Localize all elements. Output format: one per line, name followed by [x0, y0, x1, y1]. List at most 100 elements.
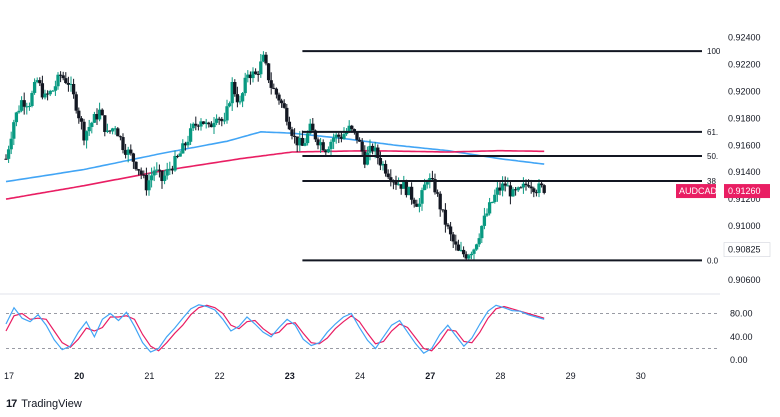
- candle-body: [350, 125, 354, 130]
- candle-body: [524, 183, 528, 186]
- candle-body: [12, 122, 16, 139]
- candle-body: [542, 185, 546, 193]
- candle-body: [38, 80, 42, 84]
- candle-body: [487, 202, 492, 214]
- candle-body: [370, 145, 375, 152]
- stoch-k-line: [5, 304, 545, 354]
- price-tick-label: 0.91000: [728, 221, 761, 231]
- candle-body: [498, 187, 502, 191]
- candle-body: [87, 126, 91, 132]
- candle-body: [113, 128, 117, 130]
- candle-body: [451, 234, 455, 242]
- candle-body: [337, 134, 341, 137]
- fib-level-label: 100: [707, 47, 721, 56]
- candle-body: [84, 131, 89, 141]
- last-price-badge: [724, 184, 770, 199]
- stoch-tick-label: 0.00: [730, 355, 748, 365]
- candle-body: [173, 155, 177, 171]
- candle-body: [201, 121, 206, 125]
- candle-body: [506, 185, 510, 187]
- candle-body: [71, 83, 76, 95]
- candle-body: [27, 105, 32, 107]
- candle-body: [129, 149, 133, 154]
- candle-body: [415, 203, 419, 207]
- candle-body: [485, 213, 489, 216]
- symbol-label: AUDCAD: [679, 186, 718, 196]
- candle-body: [238, 101, 242, 103]
- candle-body: [365, 152, 370, 165]
- candle-body: [459, 249, 463, 251]
- candle-body: [272, 87, 276, 89]
- candle-body: [308, 123, 312, 134]
- candle-body: [92, 114, 97, 123]
- candle-body: [355, 131, 359, 140]
- candle-body: [404, 181, 409, 196]
- candle-body: [194, 123, 198, 126]
- candle-body: [251, 71, 255, 79]
- candle-body: [412, 199, 416, 204]
- candle-body: [261, 54, 266, 62]
- candle-body: [48, 90, 52, 95]
- time-tick-label: 20: [74, 371, 84, 381]
- candle-body: [126, 149, 130, 155]
- time-tick-label: 30: [636, 371, 646, 381]
- candle-body: [230, 82, 234, 104]
- price-axis: 0.92400 0.92200 0.92000 0.91800 0.91600 0.914…: [676, 33, 771, 285]
- candle-body: [196, 125, 201, 127]
- candle-body: [282, 103, 286, 108]
- candle-body: [464, 254, 468, 259]
- candle-body: [373, 147, 377, 152]
- candle-body: [417, 203, 422, 207]
- price-tick-label: 0.91600: [728, 140, 761, 150]
- candle-body: [191, 123, 195, 129]
- candle-body: [74, 94, 78, 111]
- candle-body: [217, 118, 221, 120]
- candle-body: [90, 122, 94, 127]
- candle-body: [204, 122, 208, 125]
- candle-body: [121, 137, 125, 151]
- candle-body: [311, 123, 315, 131]
- tradingview-brand: 17 TradingView: [6, 398, 82, 410]
- time-tick-label: 22: [215, 371, 225, 381]
- candle-body: [17, 110, 21, 113]
- candle-body: [448, 226, 453, 235]
- candle-body: [305, 133, 310, 144]
- candle-body: [482, 215, 487, 226]
- candle-body: [51, 90, 55, 92]
- candle-body: [157, 169, 162, 171]
- candle-body: [147, 180, 151, 191]
- candle-body: [183, 143, 188, 146]
- candle-body: [246, 74, 250, 78]
- candle-body: [519, 187, 523, 189]
- price-tick-label: 0.92000: [728, 86, 761, 96]
- fibonacci-retracement: 100 61. 50. 38 0.0: [302, 47, 721, 265]
- candle-body: [9, 138, 13, 150]
- candle-body: [108, 130, 112, 132]
- candle-body: [248, 74, 253, 79]
- stoch-d-line: [5, 304, 545, 352]
- price-label-box: [723, 242, 771, 257]
- candle-body: [516, 187, 520, 191]
- candle-body: [274, 88, 279, 95]
- candle-body: [318, 142, 323, 146]
- candle-body: [43, 93, 47, 98]
- candle-body: [521, 183, 526, 188]
- candle-body: [77, 110, 81, 119]
- candle-body: [97, 109, 102, 120]
- candle-body: [339, 136, 344, 139]
- candle-body: [30, 92, 34, 106]
- candle-body: [58, 74, 63, 76]
- candle-body: [149, 175, 154, 181]
- candle-body: [480, 225, 484, 239]
- candle-body: [500, 183, 505, 191]
- candle-body: [4, 158, 8, 160]
- stoch-tick-label: 80.00: [730, 309, 753, 319]
- candle-body: [95, 114, 99, 120]
- candle-body: [399, 184, 403, 189]
- time-tick-label: 21: [144, 371, 154, 381]
- candle-body: [357, 139, 362, 142]
- candle-body: [142, 174, 146, 176]
- candle-body: [61, 75, 65, 79]
- candle-body: [79, 118, 84, 122]
